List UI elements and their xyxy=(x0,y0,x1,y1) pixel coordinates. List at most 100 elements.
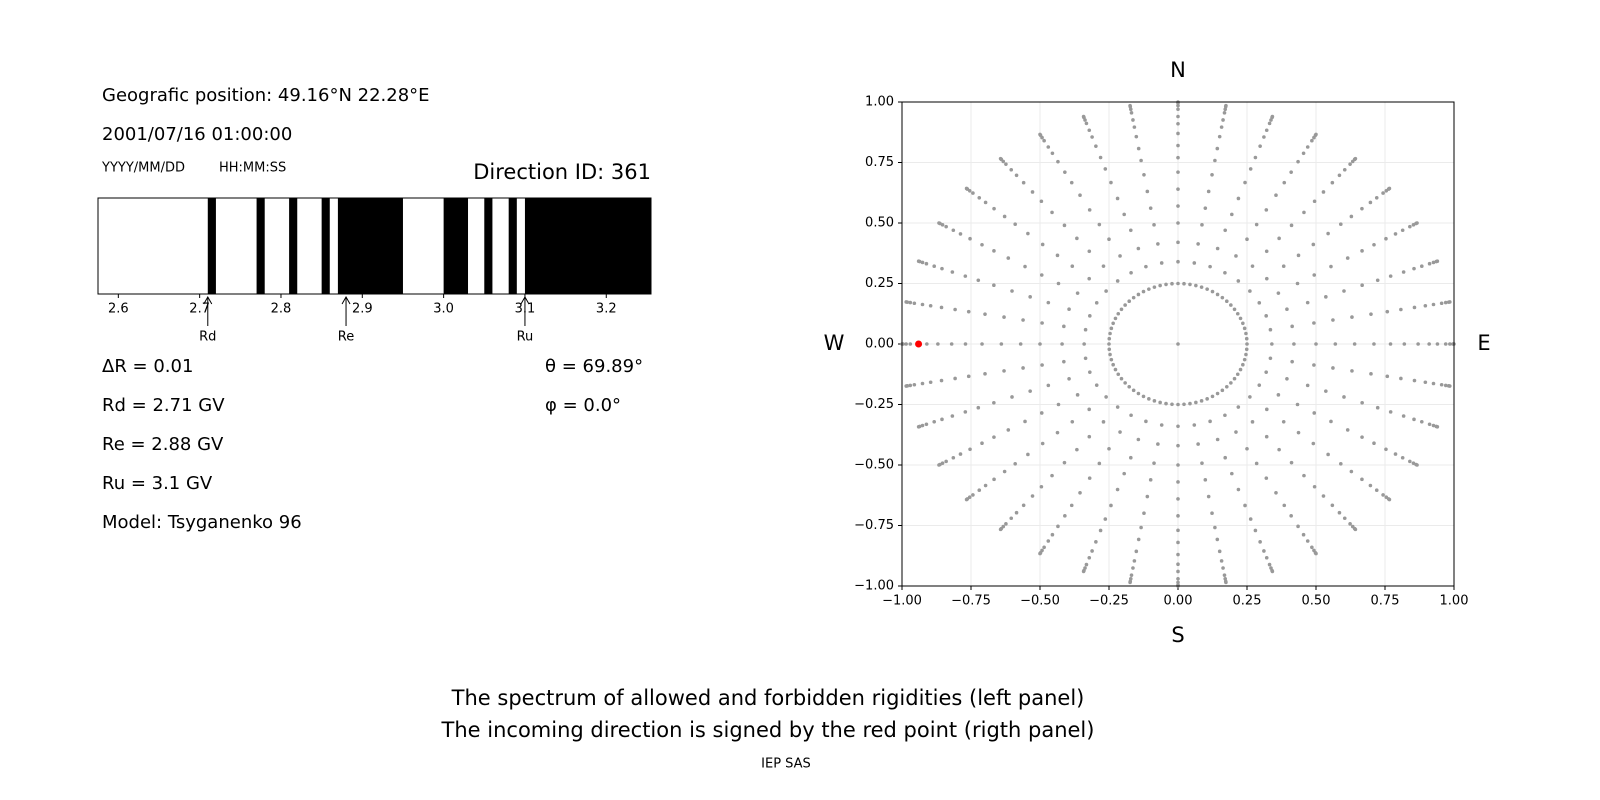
direction-dot xyxy=(1040,363,1044,367)
direction-dot xyxy=(1242,326,1247,331)
direction-dot xyxy=(1331,318,1335,322)
forbidden-band xyxy=(484,198,493,294)
direction-dot xyxy=(1241,321,1245,326)
direction-dot xyxy=(1448,300,1452,304)
direction-dot xyxy=(1136,146,1141,151)
direction-dot xyxy=(1176,131,1180,136)
direction-dot xyxy=(1018,342,1023,346)
direction-dot xyxy=(1243,180,1247,185)
direction-dot xyxy=(1213,525,1217,530)
direction-dot xyxy=(1270,569,1275,574)
direction-dot xyxy=(1290,324,1294,329)
direction-dot xyxy=(1408,224,1412,229)
direction-dot xyxy=(1372,441,1376,446)
direction-dot xyxy=(1274,193,1278,197)
direction-dot xyxy=(1040,242,1045,247)
direction-dot xyxy=(1215,292,1220,297)
direction-dot xyxy=(1368,483,1373,488)
direction-dot xyxy=(998,527,1003,532)
theta: θ = 69.89° xyxy=(545,356,643,377)
direction-dot xyxy=(1416,342,1420,346)
direction-dot xyxy=(1115,279,1120,283)
direction-dot xyxy=(1250,264,1255,268)
direction-dot xyxy=(1301,532,1306,537)
direction-dot xyxy=(1046,300,1051,305)
direction-dot xyxy=(1145,494,1150,499)
direction-dot xyxy=(1097,461,1102,466)
direction-dot xyxy=(1206,189,1211,194)
x-tick-label: 3.0 xyxy=(433,302,454,317)
direction-dot xyxy=(1238,316,1243,321)
direction-dot xyxy=(1115,405,1120,409)
direction-dot xyxy=(924,261,929,266)
direction-dot xyxy=(1188,282,1192,287)
direction-dot xyxy=(1002,469,1007,474)
y-tick-label: −1.00 xyxy=(854,579,894,594)
direction-dot xyxy=(1176,569,1180,574)
direction-dot xyxy=(1009,516,1014,521)
direction-dot xyxy=(1400,455,1405,460)
direction-dot xyxy=(1262,135,1266,139)
direction-dot xyxy=(953,307,957,312)
x-tick-label: 3.2 xyxy=(596,302,617,317)
direction-dot xyxy=(1276,393,1281,397)
direction-dot xyxy=(928,380,933,385)
direction-dot xyxy=(1369,312,1373,316)
direction-dot xyxy=(1223,270,1227,275)
direction-dot xyxy=(963,274,968,278)
direction-dot xyxy=(1082,342,1086,346)
forbidden-band xyxy=(443,198,469,294)
direction-dot xyxy=(1302,210,1306,215)
forbidden-band xyxy=(337,198,403,294)
direction-dot xyxy=(1448,384,1452,388)
direction-dot xyxy=(1229,381,1233,385)
direction-dot xyxy=(1078,491,1082,495)
direction-dot xyxy=(1136,437,1141,442)
direction-dot xyxy=(1107,446,1111,451)
direction-dot xyxy=(1115,196,1120,201)
direction-dot xyxy=(1144,419,1148,424)
direction-dot xyxy=(1192,423,1197,427)
direction-dot xyxy=(1176,121,1180,126)
direction-dot xyxy=(1236,405,1241,409)
direction-dot xyxy=(1401,414,1406,418)
direction-dot xyxy=(1116,311,1121,316)
direction-dot xyxy=(1055,253,1060,258)
direction-dot xyxy=(1208,264,1212,269)
direction-dot xyxy=(1132,125,1137,129)
direction-dot xyxy=(1176,103,1180,108)
direction-dot xyxy=(966,374,971,379)
direction-dot xyxy=(1220,388,1225,393)
direction-dot xyxy=(1431,381,1436,386)
direction-dot xyxy=(1104,289,1108,293)
direction-dot xyxy=(1107,237,1111,242)
direction-dot xyxy=(1360,249,1364,253)
direction-dot xyxy=(1098,155,1103,160)
direction-dot xyxy=(1224,103,1228,108)
direction-dot xyxy=(992,477,996,482)
direction-dot xyxy=(1134,549,1139,554)
direction-dot xyxy=(1070,419,1075,424)
direction-dot xyxy=(1388,342,1393,346)
direction-dot xyxy=(1282,503,1287,508)
direction-dot xyxy=(1141,394,1146,399)
direction-dot xyxy=(1028,389,1032,393)
direction-dot xyxy=(1289,514,1293,518)
direction-dot xyxy=(1129,455,1133,460)
direction-dot xyxy=(1230,471,1234,476)
direction-dot xyxy=(1350,315,1354,319)
direction-dot xyxy=(1372,342,1376,346)
direction-dot xyxy=(1094,301,1099,305)
footer: IEP SAS xyxy=(761,757,811,772)
direction-dot xyxy=(1224,299,1229,304)
direction-dot xyxy=(1046,383,1051,388)
direction-dot xyxy=(1010,289,1014,293)
direction-dot xyxy=(1176,240,1180,245)
direction-dot xyxy=(1063,514,1067,518)
direction-dot xyxy=(1083,327,1088,332)
direction-dot xyxy=(1419,420,1424,424)
direction-dot xyxy=(1222,573,1227,577)
direction-dot xyxy=(953,376,957,381)
direction-dot xyxy=(1208,419,1212,424)
direction-dot xyxy=(1342,516,1347,521)
